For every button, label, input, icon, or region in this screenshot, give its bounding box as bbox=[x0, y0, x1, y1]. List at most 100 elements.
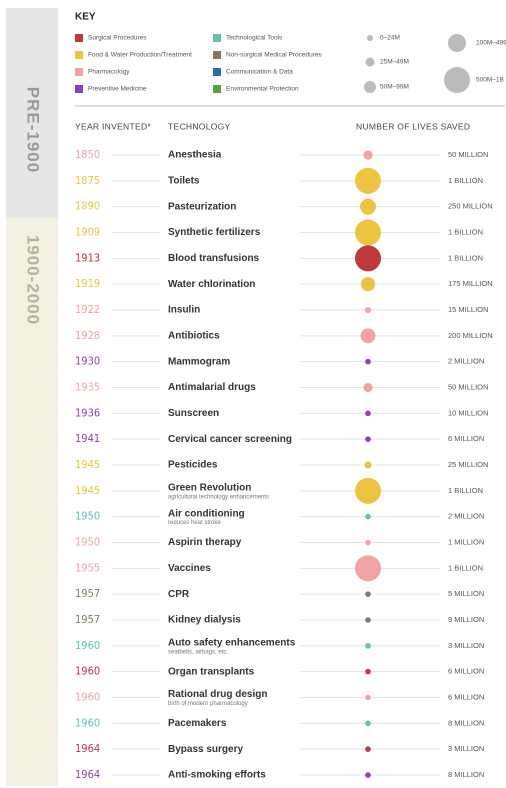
year: 1957 bbox=[75, 587, 100, 600]
year: 1945 bbox=[75, 458, 100, 471]
technology: Mammogram bbox=[168, 356, 230, 367]
era-label: PRE-1900 bbox=[24, 87, 43, 173]
technology: Antibiotics bbox=[168, 330, 220, 341]
bubble bbox=[359, 198, 377, 215]
key-label: Technological Tools bbox=[226, 35, 283, 42]
column-header: NUMBER OF LIVES SAVED bbox=[356, 121, 470, 131]
technology: Insulin bbox=[168, 305, 200, 316]
bubble bbox=[365, 772, 371, 778]
key-size bbox=[365, 57, 375, 67]
lives-label: 9 MILLION bbox=[448, 615, 484, 624]
technology: Antimalarial drugs bbox=[168, 382, 256, 393]
lives-label: 2 MILLION bbox=[448, 357, 484, 366]
lives-label: 10 MILLION bbox=[448, 408, 488, 417]
technology: Blood transfusions bbox=[168, 253, 260, 264]
lives-label: 6 MILLION bbox=[448, 434, 484, 443]
technology: Organ transplants bbox=[168, 666, 255, 677]
bubble bbox=[365, 539, 371, 546]
year: 1964 bbox=[75, 742, 100, 755]
lives-label: 8 MILLION bbox=[448, 718, 484, 727]
bubble bbox=[365, 746, 371, 752]
year: 1955 bbox=[75, 561, 100, 574]
lives-label: 8 MILLION bbox=[448, 770, 484, 779]
key-size-label: 50M–99M bbox=[380, 84, 409, 91]
year: 1919 bbox=[75, 277, 100, 290]
bubble bbox=[363, 382, 373, 393]
year: 1922 bbox=[75, 303, 100, 316]
bubble bbox=[355, 245, 381, 272]
year: 1909 bbox=[75, 226, 100, 239]
year: 1928 bbox=[75, 329, 100, 342]
technology-note: agricultural technology enhancements bbox=[168, 494, 269, 500]
year: 1890 bbox=[75, 200, 100, 213]
year: 1850 bbox=[75, 148, 100, 161]
key-size bbox=[444, 67, 470, 93]
key-size-label: 100M–499M bbox=[476, 40, 506, 47]
lives-label: 6 MILLION bbox=[448, 667, 484, 676]
lives-label: 1 BILLION bbox=[448, 253, 483, 262]
era-label: 1900-2000 bbox=[24, 235, 43, 325]
key-swatch bbox=[213, 51, 221, 59]
year: 1875 bbox=[75, 174, 100, 187]
technology: Kidney dialysis bbox=[168, 615, 241, 626]
key-swatch bbox=[213, 85, 221, 93]
lives-label: 2 MILLION bbox=[448, 512, 484, 521]
bubble bbox=[360, 277, 376, 292]
column-header: TECHNOLOGY bbox=[168, 121, 231, 131]
year: 1960 bbox=[75, 639, 100, 652]
year: 1930 bbox=[75, 355, 100, 368]
key-label: Environmental Protection bbox=[226, 86, 299, 93]
year: 1960 bbox=[75, 665, 100, 678]
technology: Synthetic fertilizers bbox=[168, 227, 261, 238]
key-swatch bbox=[75, 68, 83, 76]
bubble bbox=[365, 668, 371, 675]
lives-label: 5 MILLION bbox=[448, 589, 484, 598]
key-title: KEY bbox=[75, 12, 96, 23]
technology: Bypass surgery bbox=[168, 744, 243, 755]
lives-label: 6 MILLION bbox=[448, 692, 484, 701]
year: 1913 bbox=[75, 251, 100, 264]
technology: Sunscreen bbox=[168, 408, 219, 419]
bubble bbox=[365, 358, 371, 365]
year: 1941 bbox=[75, 432, 100, 445]
key-size bbox=[367, 35, 373, 41]
bubble bbox=[363, 150, 373, 160]
lives-label: 250 MILLION bbox=[448, 202, 493, 211]
year: 1957 bbox=[75, 613, 100, 626]
technology: Green Revolution bbox=[168, 482, 251, 493]
key-label: Surgical Procedures bbox=[88, 35, 147, 42]
key-size bbox=[364, 81, 376, 93]
key-swatch bbox=[213, 34, 221, 42]
bubble bbox=[355, 555, 381, 582]
lives-label: 1 BILLION bbox=[448, 486, 483, 495]
technology: Vaccines bbox=[168, 563, 211, 574]
bubble bbox=[355, 167, 381, 194]
lives-label: 3 MILLION bbox=[448, 641, 484, 650]
bubble bbox=[365, 617, 371, 623]
technology: Auto safety enhancements bbox=[168, 637, 296, 648]
technology-note: birth of modern pharmacology bbox=[168, 701, 248, 707]
bubble bbox=[365, 307, 371, 313]
lives-label: 25 MILLION bbox=[448, 460, 488, 469]
key-label: Preventive Medicine bbox=[88, 86, 147, 93]
key-label: Communication & Data bbox=[226, 69, 293, 76]
lives-label: 3 MILLION bbox=[448, 744, 484, 753]
lives-label: 175 MILLION bbox=[448, 279, 493, 288]
bubble bbox=[365, 513, 371, 520]
era-band bbox=[6, 8, 58, 218]
key-label: Food & Water Production/Treatment bbox=[88, 52, 192, 59]
technology: Anesthesia bbox=[168, 150, 222, 161]
year: 1936 bbox=[75, 406, 100, 419]
lives-label: 1 BILLION bbox=[448, 227, 483, 236]
technology-note: seatbelts, airbags, etc. bbox=[168, 649, 228, 655]
key-swatch bbox=[75, 51, 83, 59]
technology: Water chlorination bbox=[168, 279, 255, 290]
year: 1935 bbox=[75, 381, 100, 394]
technology: Anti-smoking efforts bbox=[168, 770, 266, 781]
bubble bbox=[365, 694, 371, 701]
technology: Pacemakers bbox=[168, 718, 227, 729]
bubble bbox=[355, 219, 381, 246]
lives-label: 50 MILLION bbox=[448, 150, 488, 159]
technology: Cervical cancer screening bbox=[168, 434, 292, 445]
